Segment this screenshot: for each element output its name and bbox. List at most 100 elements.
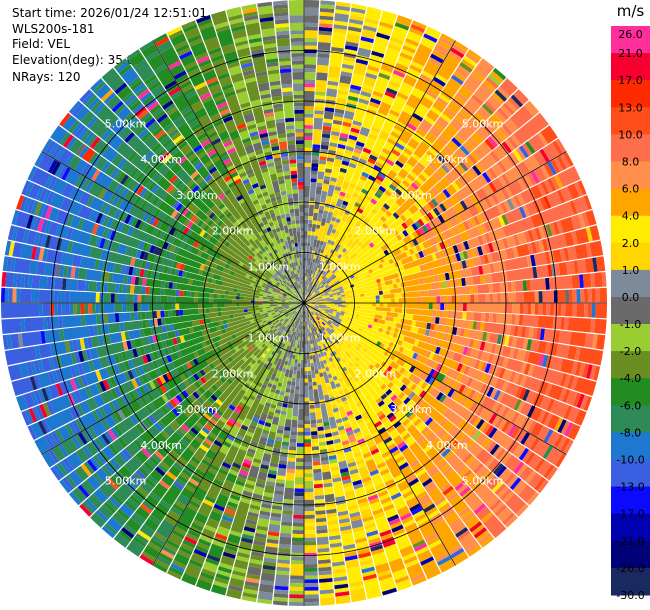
gate-run [350,11,365,18]
gate-run [410,210,424,223]
gate-run [385,194,398,208]
gate-run [435,116,449,129]
gate-run [318,34,332,43]
gate-run [344,309,376,318]
gate-run [472,339,478,349]
gate-run [297,313,300,318]
gate-run [144,295,153,303]
gate-run [278,371,286,384]
gate-run [563,374,571,388]
gate-run [305,292,309,300]
gate-run [353,188,361,195]
gate-run [313,283,317,288]
gate-run [240,424,249,431]
gate-run [304,0,320,8]
gate-run [388,258,394,265]
gate-run [103,292,112,303]
gate-run [245,519,258,526]
gate-run [321,292,329,297]
gate-run [373,76,389,95]
gate-run [312,453,320,459]
gate-run [422,239,432,249]
gate-run [434,496,447,506]
gate-run [387,485,400,497]
ray-66 [196,303,304,591]
gate-run [309,307,313,311]
gate-run [313,468,322,474]
gate-run [313,323,316,328]
gate-run [318,566,332,572]
gate-run [330,134,340,140]
gate-run [334,587,349,593]
gate-run [122,284,127,294]
gate-run [304,477,313,482]
gate-run [304,556,318,565]
gate-run [337,304,346,308]
gate-run [350,274,355,279]
gate-run [308,317,313,329]
gate-run [252,493,263,500]
gate-run [378,172,387,179]
gate-run [449,279,455,288]
gate-run [312,129,322,145]
gate-run [468,389,476,400]
gate-run [304,564,318,569]
gate-run [389,316,394,322]
gate-run [319,260,323,265]
gate-run [279,532,292,538]
gate-run [379,468,390,476]
gate-run [458,384,466,394]
gate-run [428,303,433,310]
gate-run [179,290,184,297]
gate-run [440,296,445,303]
gate-run [341,294,346,297]
gate-run [343,361,351,370]
gate-run [312,461,321,466]
gate-run [402,303,407,309]
gate-run [379,294,384,299]
gate-run [585,243,592,258]
gate-run [340,280,345,284]
gate-run [379,277,385,283]
gate-run [307,281,311,293]
gate-run [183,308,199,316]
gate-run [453,202,465,214]
gate-run [326,264,331,270]
gate-run [328,257,333,262]
gate-run [397,153,409,165]
gate-run [377,282,382,288]
gate-run [569,331,587,347]
gate-run [424,222,432,231]
gate-run [422,275,435,284]
gate-run [399,444,409,453]
gate-run [459,396,468,406]
gate-run [361,112,376,130]
gate-run [337,402,344,408]
gate-run [246,573,261,580]
gate-run [39,275,48,289]
gate-run [326,512,338,518]
gate-run [331,228,337,234]
gate-run [326,440,334,446]
gate-run [560,437,571,453]
gate-run [354,144,364,151]
gate-run [259,386,272,406]
gate-run [318,314,322,319]
gate-run [308,308,312,312]
gate-run [310,427,318,432]
gate-run [331,131,340,137]
gate-run [327,313,342,322]
gate-run [420,381,428,390]
gate-run [368,54,384,69]
gate-run [392,69,406,78]
gate-run [369,168,380,179]
gate-run [537,315,554,329]
gate-run [383,503,395,512]
gate-run [240,537,254,544]
gate-run [301,314,303,319]
gate-run [540,181,550,195]
gate-run [540,165,551,179]
gate-run [235,434,244,442]
gate-run [484,455,495,468]
gate-run [459,354,466,364]
